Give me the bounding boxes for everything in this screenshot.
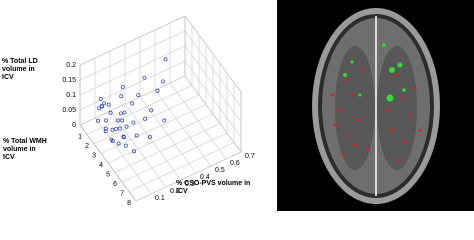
z-tick-label: 0 [72, 122, 76, 129]
point [108, 110, 113, 115]
point [121, 134, 126, 139]
grid-line [100, 104, 207, 154]
point [136, 93, 141, 98]
point [134, 133, 139, 138]
z-tick-label: 0.2 [66, 62, 76, 69]
figure: 0 0.05 0.1 0.15 0.2 1 2 3 4 5 6 7 8 0.1 0.2 0.3 0.4 0.5 0.… [0, 0, 474, 211]
point [115, 118, 120, 123]
x-tick-label: 0.2 [170, 188, 180, 195]
point [119, 111, 123, 116]
image-background [277, 0, 474, 211]
grid-line [79, 15, 186, 66]
point [143, 116, 148, 121]
z-tick-label: 0.15 [62, 77, 76, 84]
point [122, 110, 127, 115]
point [114, 126, 119, 131]
grid-line [124, 103, 182, 181]
point [142, 75, 147, 80]
x-tick-label: 0.6 [230, 160, 240, 167]
point [119, 94, 124, 99]
grid-line [79, 60, 186, 111]
grid-line [139, 96, 197, 174]
grid-line [79, 30, 186, 81]
point [97, 106, 102, 111]
white-matter [377, 46, 417, 170]
point [122, 135, 126, 140]
grid-line [121, 132, 228, 183]
point [110, 139, 115, 144]
grid-line [169, 82, 227, 160]
x-tick-label: 0.7 [245, 153, 255, 160]
point [131, 120, 136, 125]
y-tick-label: 5 [106, 171, 110, 178]
x-tick-label: 0.4 [200, 174, 210, 181]
z-tick-label: 0.05 [62, 107, 76, 114]
x-tick-label: 0.3 [185, 181, 195, 188]
point [98, 97, 103, 101]
point [110, 127, 115, 132]
point [100, 104, 104, 109]
z-tick-label: 0.1 [66, 92, 76, 99]
point [116, 141, 121, 146]
point [163, 57, 168, 62]
grid-line [107, 113, 214, 164]
y-tick-label: 7 [120, 190, 124, 197]
y-tick-label: 6 [113, 181, 117, 188]
grid-line [184, 75, 242, 153]
y-tick-label: 4 [99, 162, 103, 169]
z-axis-label: % Total LD volume in ICV [2, 58, 38, 81]
y-tick-label: 8 [127, 200, 131, 207]
y-tick-label: 1 [78, 133, 82, 140]
point [160, 79, 165, 84]
grid-line [114, 123, 221, 173]
grid-line [79, 75, 186, 126]
grid-line [128, 142, 235, 192]
pvs-markers [330, 68, 422, 162]
brain [322, 18, 430, 194]
grid-line [135, 151, 242, 202]
x-tick-label: 0.5 [215, 167, 225, 174]
point [155, 88, 160, 93]
white-matter [335, 46, 375, 170]
point [103, 129, 108, 134]
point [124, 143, 128, 148]
point [96, 118, 100, 123]
point [124, 124, 129, 129]
point [162, 118, 167, 123]
y-tick-label: 2 [85, 143, 89, 150]
x-tick-label: 0.1 [155, 195, 165, 202]
point [132, 149, 136, 154]
grid-line [86, 85, 193, 135]
point [149, 108, 154, 113]
point [147, 135, 152, 139]
y-tick-label: 3 [92, 152, 96, 159]
grid-line [109, 110, 167, 188]
point [117, 126, 122, 131]
skull [312, 8, 440, 204]
grid-line [94, 117, 152, 195]
point [103, 126, 108, 131]
point [102, 101, 107, 106]
brain-outline [318, 14, 434, 198]
point [106, 102, 111, 107]
point [120, 118, 125, 123]
point [130, 101, 135, 106]
point [104, 118, 108, 123]
y-axis-label: % Total WMH volume in ICV [3, 138, 47, 161]
ld-markers [343, 43, 406, 102]
point [120, 84, 125, 89]
grid-line [79, 45, 186, 96]
grid-line [154, 89, 212, 167]
x-axis-label: % CSO-PVS volume in ICV [176, 180, 251, 195]
